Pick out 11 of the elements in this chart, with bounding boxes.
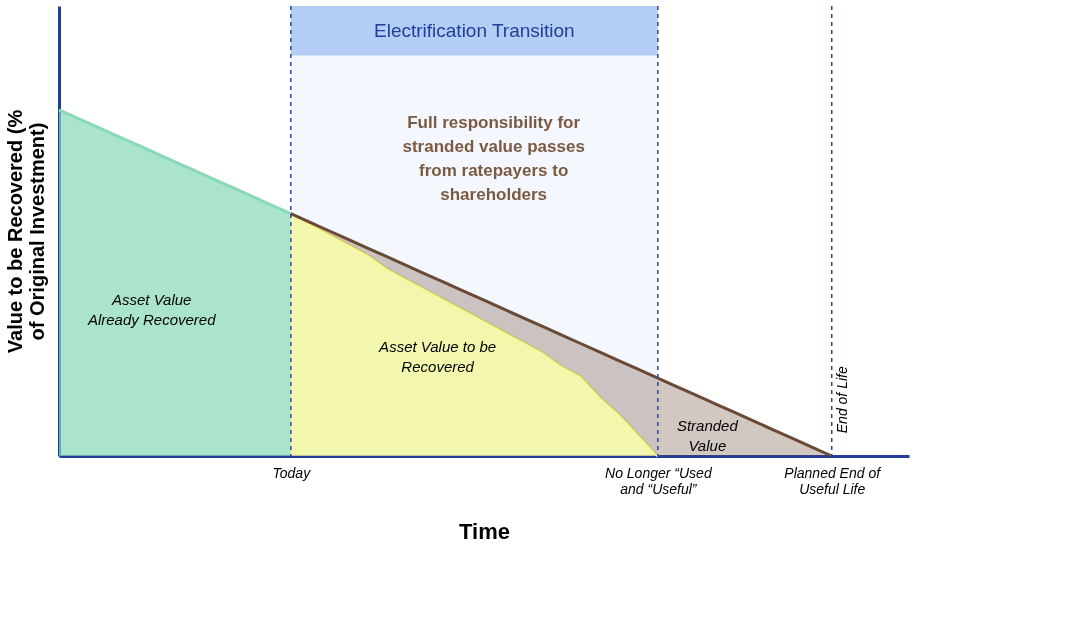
band-label: Electrification Transition — [374, 19, 575, 41]
series-label: Asset Value to be Recovered — [378, 337, 497, 375]
x-tick-label: No Longer “Used and “Useful” — [605, 464, 713, 497]
x-axis-title: Time — [459, 518, 510, 544]
x-tick-label: Today — [272, 464, 312, 481]
annotation: Full responsibility for stranded value passes from ratepayers to shareholders — [402, 113, 585, 204]
y-axis-title: Value to be Recovered (% of Original Investment) — [3, 109, 48, 354]
series-label: Stranded Value — [676, 416, 739, 454]
series-label: Asset Value Already Recovered — [86, 291, 217, 329]
annotation: End of Life — [834, 366, 851, 434]
x-tick-label: Planned End of Useful Life — [784, 464, 883, 497]
